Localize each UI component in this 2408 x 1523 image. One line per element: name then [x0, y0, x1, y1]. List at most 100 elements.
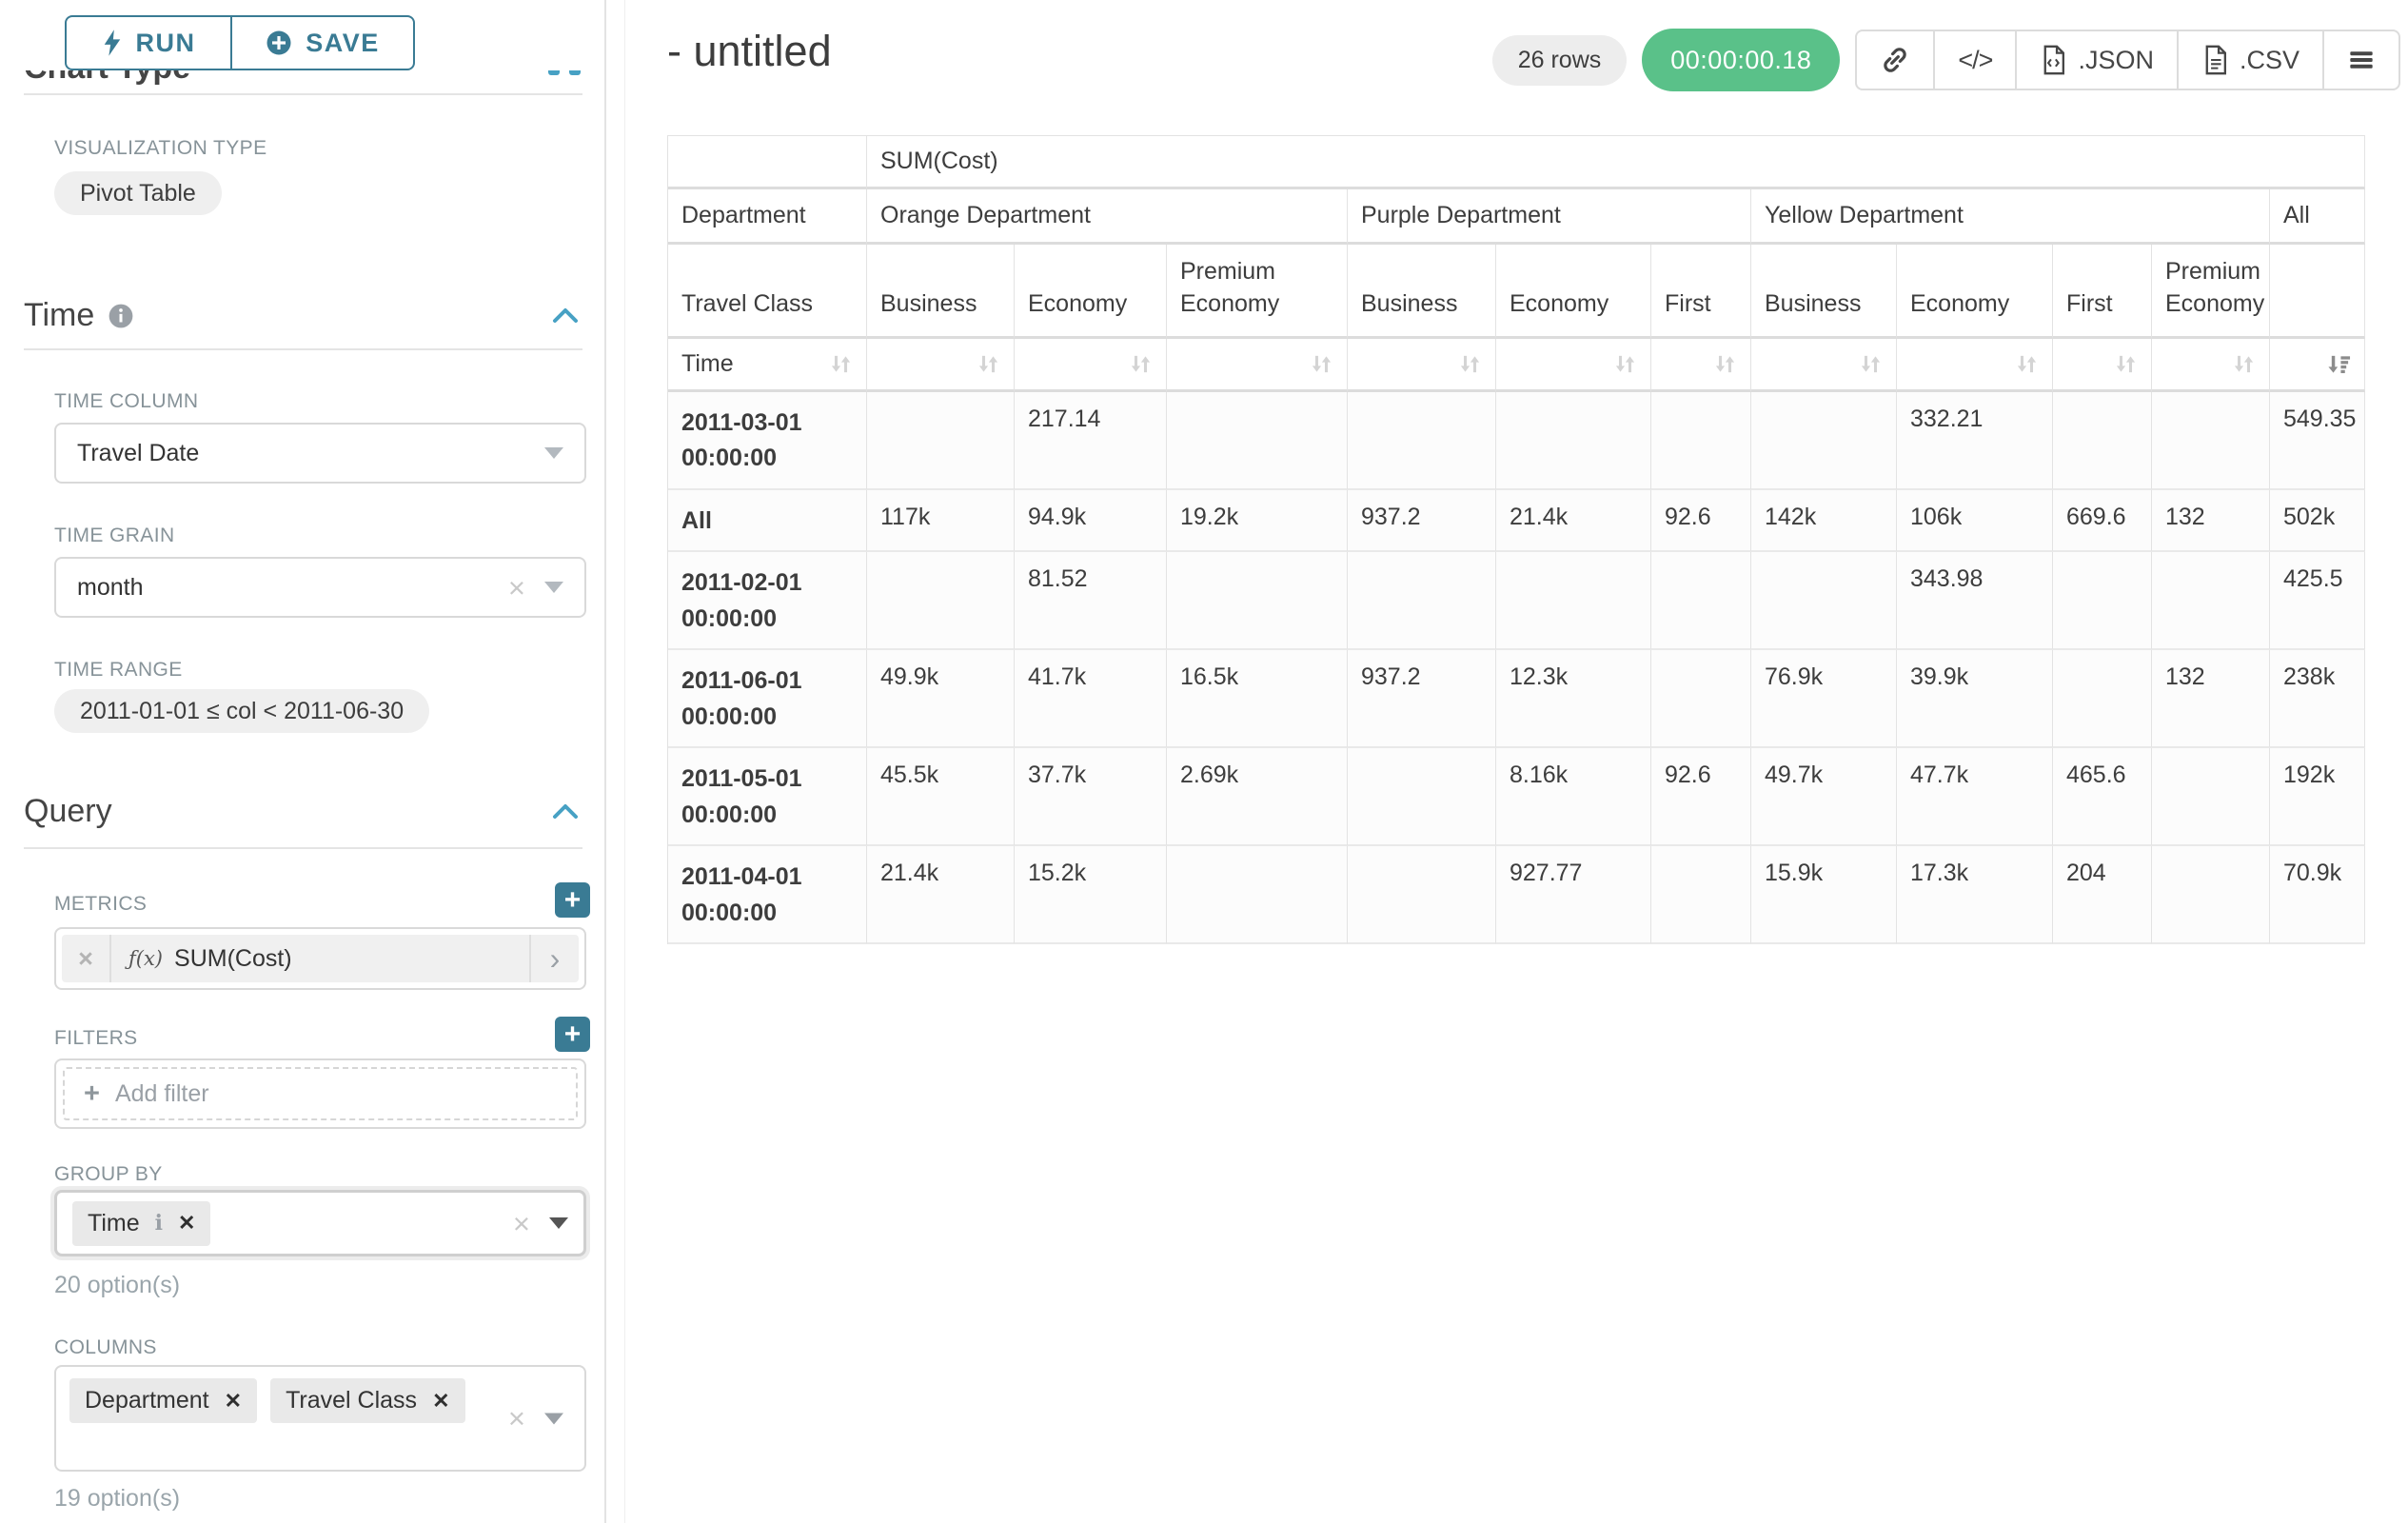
pivot-value-cell: 217.14: [1015, 391, 1167, 490]
remove-metric-icon[interactable]: ×: [62, 935, 111, 982]
share-link-button[interactable]: [1857, 31, 1933, 89]
pivot-metric-header: SUM(Cost): [867, 136, 2366, 189]
remove-tag-icon[interactable]: ✕: [224, 1388, 243, 1413]
groupby-tag[interactable]: Time i ✕: [72, 1200, 211, 1246]
sort-desc-icon[interactable]: [2327, 352, 2351, 376]
sort-icon[interactable]: [1458, 352, 1482, 376]
pivot-value-cell: [1167, 552, 1348, 650]
sort-icon[interactable]: [1859, 352, 1883, 376]
pivot-col-sort-cell[interactable]: [1651, 338, 1751, 392]
embed-code-button[interactable]: </>: [1933, 31, 2015, 89]
clear-icon[interactable]: ×: [507, 570, 525, 604]
save-button-label: SAVE: [306, 28, 380, 57]
pivot-row-label: 2011-03-01 00:00:00: [668, 391, 867, 490]
sort-icon[interactable]: [2114, 352, 2138, 376]
save-button[interactable]: SAVE: [230, 17, 413, 69]
pivot-col-sort-cell-active[interactable]: [2270, 338, 2366, 392]
clear-icon[interactable]: ×: [512, 1206, 530, 1240]
sort-icon[interactable]: [1613, 352, 1637, 376]
code-icon: </>: [1958, 45, 1993, 74]
columns-select[interactable]: Department ✕ Travel Class ✕ ×: [54, 1365, 586, 1472]
column-tag[interactable]: Travel Class ✕: [270, 1378, 465, 1423]
expand-metric-icon[interactable]: ›: [529, 935, 579, 982]
pivot-value-cell: 669.6: [2053, 489, 2152, 552]
pivot-row-label: 2011-04-01 00:00:00: [668, 846, 867, 944]
pivot-col-sort-cell[interactable]: [1751, 338, 1897, 392]
pivot-value-cell: 132: [2152, 650, 2270, 748]
sort-icon[interactable]: [1129, 352, 1153, 376]
pivot-value-cell: 927.77: [1496, 846, 1651, 944]
pivot-value-cell: 81.52: [1015, 552, 1167, 650]
remove-tag-icon[interactable]: ✕: [432, 1388, 450, 1413]
pivot-value-cell: 343.98: [1897, 552, 2053, 650]
pivot-value-cell: [2152, 748, 2270, 846]
section-action-icon[interactable]: [548, 66, 560, 75]
pivot-col-sort-cell[interactable]: [1348, 338, 1496, 392]
pivot-col-sort-cell[interactable]: [1015, 338, 1167, 392]
remove-tag-icon[interactable]: ✕: [178, 1211, 196, 1235]
add-metric-button[interactable]: +: [555, 882, 590, 918]
pivot-value-cell: [2152, 846, 2270, 944]
sort-icon[interactable]: [977, 352, 1000, 376]
run-button[interactable]: RUN: [67, 17, 230, 69]
pivot-value-cell: 21.4k: [1496, 489, 1651, 552]
clear-icon[interactable]: ×: [507, 1401, 525, 1435]
time-column-select[interactable]: Travel Date: [54, 423, 586, 484]
query-section-title: Query: [24, 793, 112, 829]
columns-hint: 19 option(s): [54, 1485, 181, 1512]
viz-type-value[interactable]: Pivot Table: [54, 171, 222, 215]
chevron-up-icon[interactable]: [552, 802, 579, 820]
column-tag[interactable]: Department ✕: [69, 1378, 258, 1423]
groupby-select[interactable]: Time i ✕ ×: [54, 1190, 586, 1256]
time-column-value: Travel Date: [77, 439, 200, 466]
row-count-badge: 26 rows: [1491, 34, 1628, 86]
pivot-class-header: Premium Economy: [1167, 245, 1348, 339]
sort-icon[interactable]: [829, 352, 853, 376]
pivot-value-cell: 192k: [2270, 748, 2366, 846]
pivot-value-cell: 21.4k: [867, 846, 1015, 944]
pivot-table-wrap: SUM(Cost) Department Orange Department Purp…: [667, 135, 2366, 944]
time-range-value[interactable]: 2011-01-01 ≤ col < 2011-06-30: [54, 689, 430, 733]
pivot-col-sort-cell[interactable]: [2053, 338, 2152, 392]
pivot-value-cell: 39.9k: [1897, 650, 2053, 748]
section-action-icon[interactable]: [569, 66, 581, 75]
time-section-header[interactable]: Time: [24, 297, 134, 334]
sort-icon[interactable]: [2232, 352, 2256, 376]
sort-icon[interactable]: [2015, 352, 2039, 376]
pivot-value-cell: [2152, 552, 2270, 650]
pivot-value-cell: 502k: [2270, 489, 2366, 552]
add-filter-dropzone[interactable]: + Add filter: [63, 1067, 578, 1120]
metric-item[interactable]: × ƒ(x) SUM(Cost) ›: [62, 935, 579, 982]
download-csv-button[interactable]: .CSV: [2176, 31, 2322, 89]
pivot-value-cell: [867, 391, 1015, 490]
pivot-value-cell: [1651, 846, 1751, 944]
menu-button[interactable]: [2322, 31, 2398, 89]
columns-label: COLUMNS: [54, 1336, 157, 1358]
pivot-class-header: [2270, 245, 2366, 339]
pivot-value-cell: [2053, 552, 2152, 650]
time-column-label: TIME COLUMN: [54, 390, 199, 412]
pivot-value-cell: 17.3k: [1897, 846, 2053, 944]
sort-icon[interactable]: [1310, 352, 1333, 376]
pivot-col-sort-cell[interactable]: [1496, 338, 1651, 392]
pivot-col-sort-cell[interactable]: [2152, 338, 2270, 392]
pivot-col-sort-cell[interactable]: [1897, 338, 2053, 392]
pivot-group-header: All: [2270, 189, 2366, 245]
divider: [24, 93, 582, 95]
pivot-col-sort-cell[interactable]: [867, 338, 1015, 392]
time-grain-select[interactable]: month ×: [54, 557, 586, 618]
function-icon: ƒ(x): [128, 947, 164, 970]
download-json-button[interactable]: .JSON: [2015, 31, 2177, 89]
sort-icon[interactable]: [1713, 352, 1737, 376]
pivot-value-cell: [2053, 391, 2152, 490]
chevron-up-icon[interactable]: [552, 307, 579, 324]
add-filter-button[interactable]: +: [555, 1017, 590, 1052]
pivot-corner-cell: [668, 136, 867, 189]
pivot-class-header: Economy: [1496, 245, 1651, 339]
pivot-row-dim-sort-cell[interactable]: Time: [668, 338, 867, 392]
chart-title[interactable]: - untitled: [667, 27, 832, 75]
query-section-header[interactable]: Query: [24, 793, 112, 830]
pivot-value-cell: [1751, 552, 1897, 650]
pivot-col-sort-cell[interactable]: [1167, 338, 1348, 392]
